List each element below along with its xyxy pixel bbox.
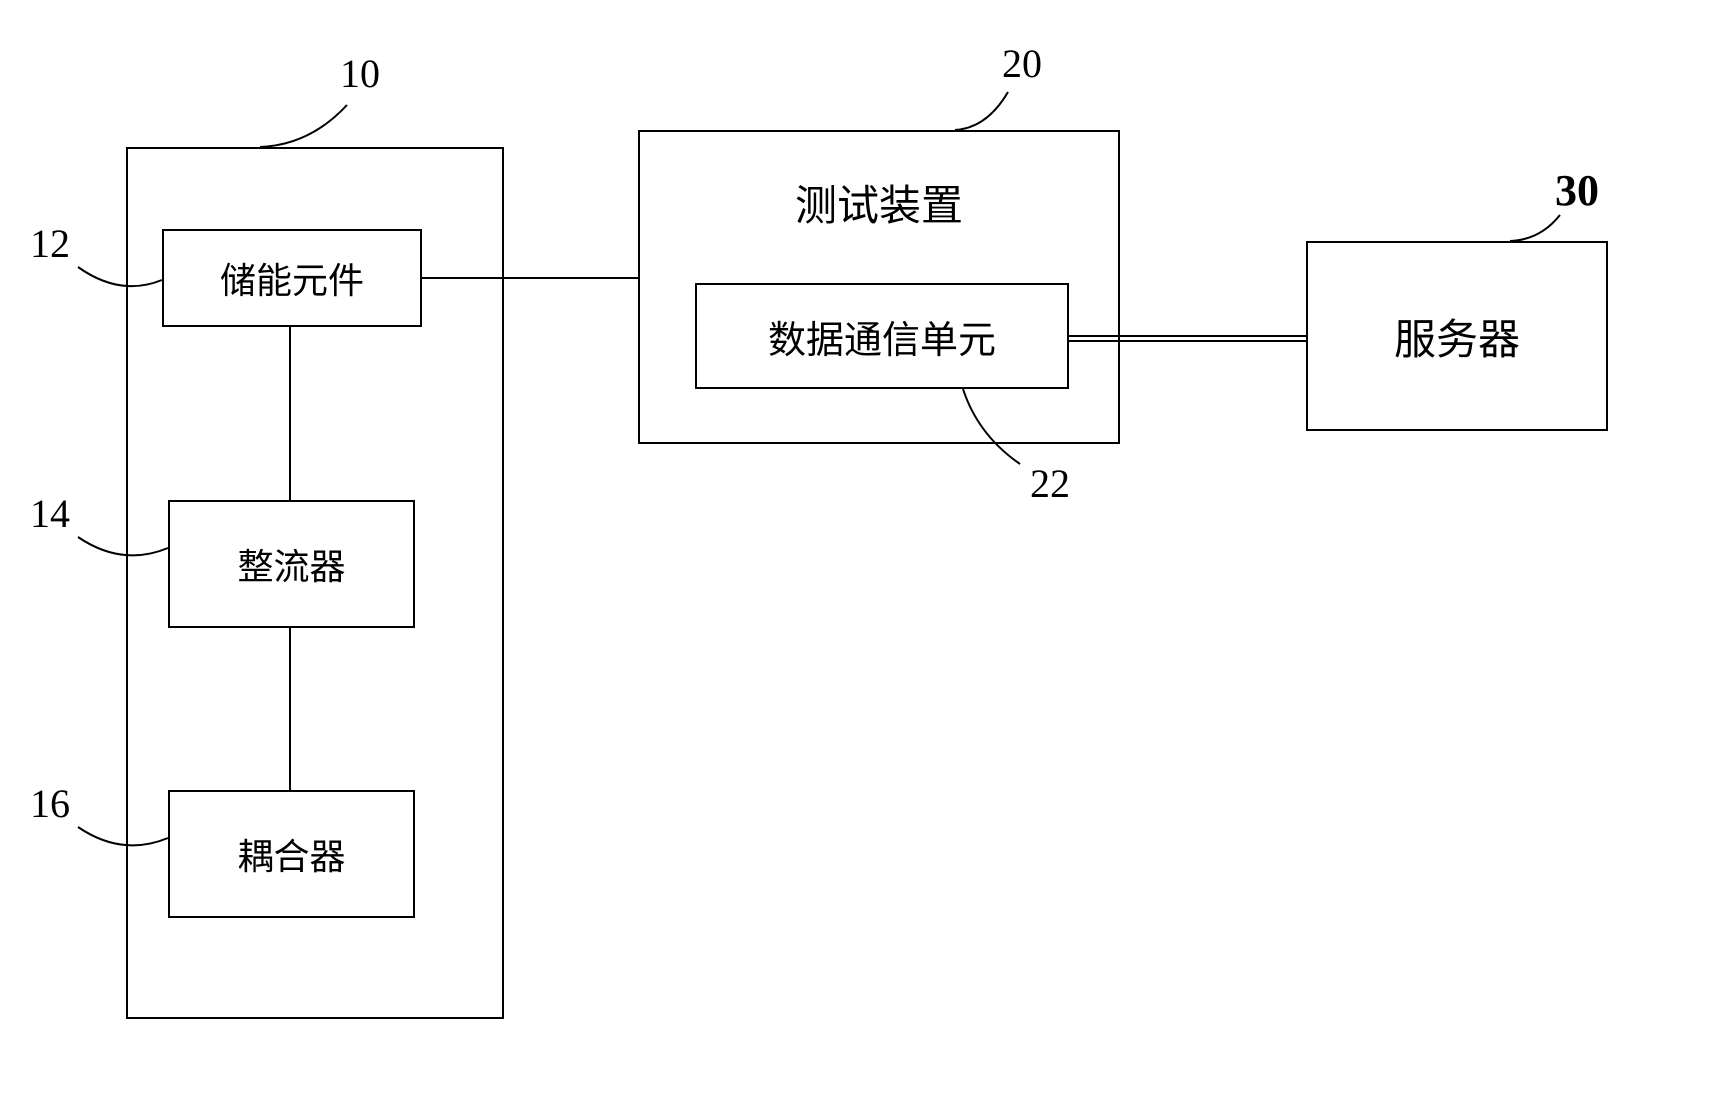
ref-22: 22 xyxy=(1030,460,1070,507)
ref-30: 30 xyxy=(1555,165,1599,216)
storage-element-box: 储能元件 xyxy=(162,229,422,327)
ref-22-text: 22 xyxy=(1030,461,1070,506)
ref-10-text: 10 xyxy=(340,51,380,96)
ref-30-text: 30 xyxy=(1555,166,1599,215)
edge-storage-rectifier xyxy=(289,327,291,500)
ref-16-text: 16 xyxy=(30,781,70,826)
rectifier-box: 整流器 xyxy=(168,500,415,628)
data-comm-unit-label: 数据通信单元 xyxy=(768,309,996,364)
coupler-box: 耦合器 xyxy=(168,790,415,918)
test-device-label: 测试装置 xyxy=(640,172,1118,233)
edge-datacomm-server-top xyxy=(1069,335,1306,337)
ref-12-text: 12 xyxy=(30,221,70,266)
ref-16: 16 xyxy=(30,780,70,827)
data-comm-unit-box: 数据通信单元 xyxy=(695,283,1069,389)
storage-element-label: 储能元件 xyxy=(220,252,364,304)
server-box: 服务器 xyxy=(1306,241,1608,431)
ref-14-text: 14 xyxy=(30,491,70,536)
edge-rectifier-coupler xyxy=(289,628,291,790)
edge-datacomm-server-bottom xyxy=(1069,340,1306,342)
edge-storage-testdevice xyxy=(422,277,638,279)
ref-12: 12 xyxy=(30,220,70,267)
coupler-label: 耦合器 xyxy=(237,828,345,880)
ref-10: 10 xyxy=(340,50,380,97)
ref-20-text: 20 xyxy=(1002,41,1042,86)
ref-20: 20 xyxy=(1002,40,1042,87)
server-label: 服务器 xyxy=(1394,306,1520,367)
ref-14: 14 xyxy=(30,490,70,537)
rectifier-label: 整流器 xyxy=(237,538,345,590)
